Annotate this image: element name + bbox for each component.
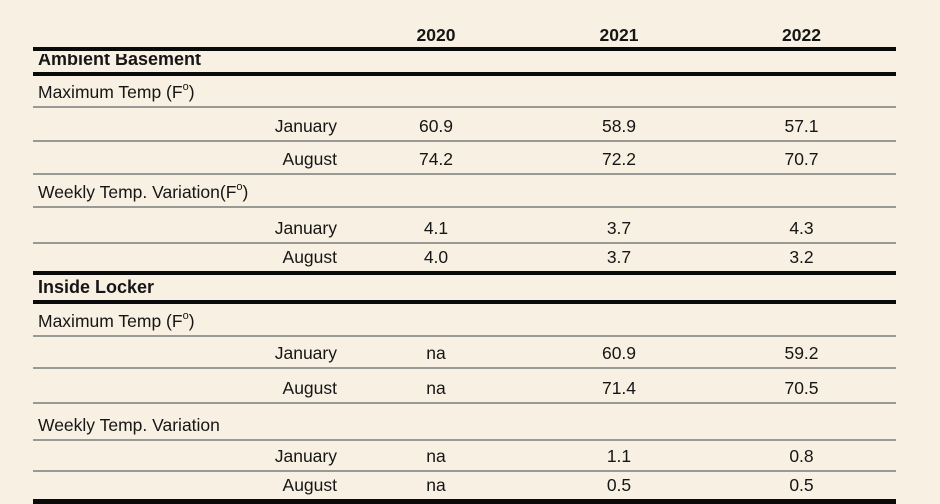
month-label: January xyxy=(33,336,348,369)
group-row-max-temp: Maximum Temp (Fo) xyxy=(33,302,896,337)
group-label-close: ) xyxy=(188,311,195,331)
year-header-2020: 2020 xyxy=(348,0,531,51)
group-row-max-temp: Maximum Temp (Fo) xyxy=(33,74,896,108)
empty-cell xyxy=(714,302,896,337)
data-row-january: January na 1.1 0.8 xyxy=(33,440,896,472)
month-label: August xyxy=(33,243,348,275)
group-label-text: Weekly Temp. Variation(F xyxy=(38,182,237,202)
value-2022: 59.2 xyxy=(714,336,896,369)
empty-cell xyxy=(33,0,348,51)
month-label: January xyxy=(33,440,348,472)
data-row-august: August 4.0 3.7 3.2 xyxy=(33,243,896,275)
degree-superscript: o xyxy=(182,81,189,94)
month-label: January xyxy=(33,107,348,142)
value-2020: na xyxy=(348,440,531,472)
empty-cell xyxy=(348,49,531,76)
group-label-text: Maximum Temp (F xyxy=(38,311,183,331)
data-row-august: August na 71.4 70.5 xyxy=(33,368,896,404)
value-2022: 0.8 xyxy=(714,440,896,472)
empty-cell xyxy=(348,174,531,208)
value-2020: na xyxy=(348,471,531,504)
month-label: August xyxy=(33,141,348,175)
value-2020: na xyxy=(348,336,531,369)
data-row-august: August na 0.5 0.5 xyxy=(33,471,896,504)
section-row-ambient-basement: Ambient Basement xyxy=(33,49,896,76)
temperature-table: 2020 2021 2022 Ambient Basement Maximum … xyxy=(33,0,896,504)
value-2021: 60.9 xyxy=(531,336,714,369)
value-2022: 0.5 xyxy=(714,471,896,504)
year-header-row: 2020 2021 2022 xyxy=(33,0,896,51)
value-2020: 4.0 xyxy=(348,243,531,275)
value-2022: 4.3 xyxy=(714,207,896,244)
value-2022: 57.1 xyxy=(714,107,896,142)
year-header-2021: 2021 xyxy=(531,0,714,51)
group-row-weekly-variation: Weekly Temp. Variation xyxy=(33,403,896,441)
value-2020: 4.1 xyxy=(348,207,531,244)
empty-cell xyxy=(714,174,896,208)
value-2021: 3.7 xyxy=(531,207,714,244)
value-2020: 74.2 xyxy=(348,141,531,175)
section-row-inside-locker: Inside Locker xyxy=(33,273,896,304)
document-page: { "colors": { "background": "#f8f0e2", "… xyxy=(33,0,896,504)
group-label: Weekly Temp. Variation xyxy=(33,403,348,441)
empty-cell xyxy=(531,403,714,441)
value-2020: na xyxy=(348,368,531,404)
degree-superscript: o xyxy=(182,310,189,323)
value-2021: 1.1 xyxy=(531,440,714,472)
group-label-close: ) xyxy=(188,82,195,102)
month-label: January xyxy=(33,207,348,244)
empty-cell xyxy=(348,273,531,304)
value-2022: 70.5 xyxy=(714,368,896,404)
value-2021: 0.5 xyxy=(531,471,714,504)
group-label-text: Weekly Temp. Variation xyxy=(38,415,220,435)
empty-cell xyxy=(348,74,531,108)
group-label: Weekly Temp. Variation(Fo) xyxy=(33,174,348,208)
data-row-january: January na 60.9 59.2 xyxy=(33,336,896,369)
section-title-clipbox: Ambient Basement xyxy=(33,54,348,70)
empty-cell xyxy=(714,273,896,304)
empty-cell xyxy=(531,302,714,337)
group-row-weekly-variation: Weekly Temp. Variation(Fo) xyxy=(33,174,896,208)
month-label: August xyxy=(33,471,348,504)
year-header-2022: 2022 xyxy=(714,0,896,51)
group-label: Maximum Temp (Fo) xyxy=(33,302,348,337)
value-2022: 70.7 xyxy=(714,141,896,175)
value-2020: 60.9 xyxy=(348,107,531,142)
group-label-text: Maximum Temp (F xyxy=(38,82,183,102)
degree-superscript: o xyxy=(236,181,243,194)
value-2022: 3.2 xyxy=(714,243,896,275)
empty-cell xyxy=(531,74,714,108)
data-row-august: August 74.2 72.2 70.7 xyxy=(33,141,896,175)
empty-cell xyxy=(714,49,896,76)
data-row-january: January 4.1 3.7 4.3 xyxy=(33,207,896,244)
empty-cell xyxy=(531,174,714,208)
group-label-close: ) xyxy=(242,182,249,202)
empty-cell xyxy=(348,403,531,441)
section-title: Inside Locker xyxy=(33,273,348,304)
value-2021: 58.9 xyxy=(531,107,714,142)
group-label: Maximum Temp (Fo) xyxy=(33,74,348,108)
value-2021: 71.4 xyxy=(531,368,714,404)
empty-cell xyxy=(714,403,896,441)
data-row-january: January 60.9 58.9 57.1 xyxy=(33,107,896,142)
empty-cell xyxy=(531,49,714,76)
value-2021: 72.2 xyxy=(531,141,714,175)
empty-cell xyxy=(714,74,896,108)
empty-cell xyxy=(531,273,714,304)
empty-cell xyxy=(348,302,531,337)
value-2021: 3.7 xyxy=(531,243,714,275)
month-label: August xyxy=(33,368,348,404)
section-title: Ambient Basement xyxy=(38,54,202,69)
section-title-cell: Ambient Basement xyxy=(33,49,348,76)
